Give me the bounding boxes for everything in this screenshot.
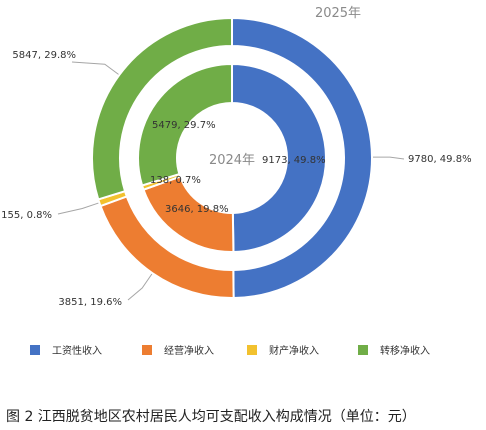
slice-inner-0 xyxy=(231,62,327,254)
donut-chart: 9780, 49.8% 3851, 19.6% 155, 0.8% 5847, 29.… xyxy=(1,6,471,357)
legend-label-3: 转移净收入 xyxy=(380,344,430,357)
slice-outer-3 xyxy=(91,16,233,201)
leader-line-outer-3 xyxy=(71,61,119,75)
leader-line-outer-0 xyxy=(372,156,405,160)
data-labels: 9780, 49.8% 3851, 19.6% 155, 0.8% 5847, 29.… xyxy=(1,50,471,308)
legend-swatch-0 xyxy=(30,345,40,355)
outer-ring-title: 2025年 xyxy=(315,6,361,21)
legend-swatch-2 xyxy=(247,345,257,355)
legend-swatch-1 xyxy=(142,345,152,355)
data-label-outer-1: 3851, 19.6% xyxy=(58,297,122,308)
leader-line-outer-1 xyxy=(127,273,153,301)
inner-ring-2024 xyxy=(137,62,327,254)
slice-outer-0 xyxy=(231,16,373,300)
legend-item-0: 工资性收入 xyxy=(30,344,102,357)
data-label-inner-1: 3646, 19.8% xyxy=(165,204,229,215)
inner-ring-title: 2024年 xyxy=(209,153,255,168)
legend-swatch-3 xyxy=(358,345,368,355)
leader-line-outer-2 xyxy=(57,202,99,215)
legend-label-2: 财产净收入 xyxy=(269,344,319,357)
legend-item-2: 财产净收入 xyxy=(247,344,319,357)
outer-ring-2025 xyxy=(91,16,373,300)
figure-caption: 图 2 江西脱贫地区农村居民人均可支配收入构成情况（单位：元） xyxy=(6,409,416,425)
legend: 工资性收入 经营净收入 财产净收入 转移净收入 xyxy=(30,344,430,357)
data-label-inner-0: 9173, 49.8% xyxy=(262,155,326,166)
legend-label-0: 工资性收入 xyxy=(52,344,102,357)
data-label-outer-2: 155, 0.8% xyxy=(1,210,52,221)
data-label-inner-3: 5479, 29.7% xyxy=(152,120,216,131)
legend-item-3: 转移净收入 xyxy=(358,344,430,357)
legend-item-1: 经营净收入 xyxy=(142,344,214,357)
legend-label-1: 经营净收入 xyxy=(164,344,214,357)
data-label-outer-0: 9780, 49.8% xyxy=(408,154,472,165)
data-label-outer-3: 5847, 29.8% xyxy=(12,50,76,61)
data-label-inner-2: 138, 0.7% xyxy=(150,175,201,186)
slice-inner-3 xyxy=(137,62,233,187)
